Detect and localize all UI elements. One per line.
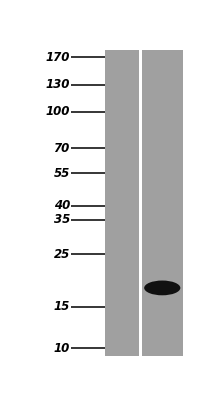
Text: 130: 130 [45,78,70,91]
Text: 35: 35 [53,213,70,226]
Ellipse shape [144,280,180,295]
Text: 70: 70 [53,142,70,155]
Bar [139,50,142,356]
Text: 55: 55 [53,167,70,180]
Text: 15: 15 [53,300,70,313]
Bar [142,50,183,356]
Bar [105,50,139,356]
Text: 25: 25 [53,248,70,261]
Text: 100: 100 [45,105,70,118]
Text: 40: 40 [53,199,70,212]
Text: 10: 10 [53,342,70,355]
Text: 170: 170 [45,51,70,64]
